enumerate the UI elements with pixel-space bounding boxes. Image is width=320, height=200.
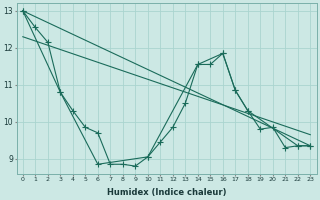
X-axis label: Humidex (Indice chaleur): Humidex (Indice chaleur) — [107, 188, 226, 197]
